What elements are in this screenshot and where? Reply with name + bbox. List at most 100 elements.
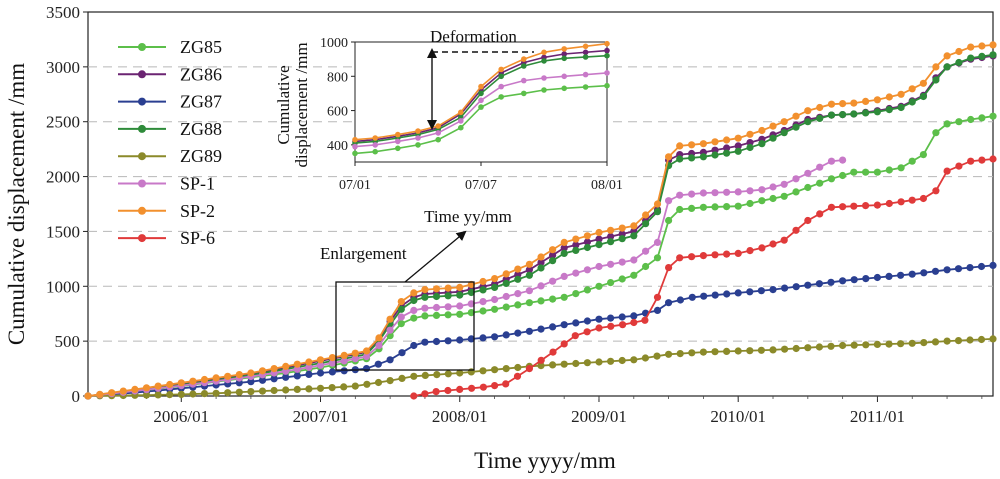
data-point: [665, 153, 673, 161]
legend-swatch-marker: [138, 234, 146, 243]
data-point: [641, 316, 649, 324]
data-point: [827, 342, 835, 350]
data-point: [989, 261, 997, 269]
y-tick-label: 3000: [46, 58, 80, 77]
data-point: [432, 337, 441, 346]
data-point: [537, 258, 545, 267]
data-point: [850, 110, 858, 118]
data-point: [699, 153, 708, 161]
data-point: [769, 286, 777, 294]
x-tick-label: 2010/01: [710, 407, 766, 426]
data-point: [827, 111, 836, 119]
data-point: [619, 321, 627, 329]
data-point: [595, 228, 603, 237]
data-point: [676, 296, 685, 304]
data-point: [351, 355, 359, 363]
data-point: [932, 76, 940, 84]
data-point: [595, 235, 603, 243]
data-point: [850, 276, 858, 284]
data-point: [734, 249, 742, 257]
data-point: [839, 203, 847, 211]
data-point: [96, 390, 104, 398]
inset-data-point: [458, 118, 464, 124]
data-point: [410, 314, 418, 322]
data-point: [328, 368, 336, 376]
data-point: [804, 216, 812, 225]
data-point: [966, 336, 974, 344]
data-point: [177, 379, 185, 387]
y-tick-label: 3500: [46, 3, 80, 22]
data-point: [595, 315, 603, 323]
data-point: [630, 356, 638, 364]
data-point: [549, 323, 557, 331]
inset-data-point: [498, 73, 505, 80]
data-point: [618, 224, 626, 232]
data-point: [885, 340, 893, 348]
data-point: [607, 226, 615, 234]
data-point: [479, 307, 487, 315]
data-point: [293, 372, 301, 380]
data-point: [850, 341, 858, 349]
data-point: [468, 384, 476, 392]
data-point: [247, 388, 255, 396]
data-point: [908, 270, 916, 278]
data-point: [630, 256, 638, 264]
inset-data-point: [521, 63, 527, 69]
data-point: [491, 283, 499, 291]
enlargement-label: Enlargement: [320, 244, 407, 263]
data-point: [444, 284, 452, 292]
data-point: [734, 188, 742, 196]
data-point: [653, 254, 662, 262]
data-point: [630, 312, 638, 320]
data-point: [816, 103, 824, 112]
legend-label: ZG89: [180, 146, 222, 166]
data-point: [583, 328, 591, 336]
data-point: [954, 265, 963, 273]
data-point: [816, 210, 824, 218]
data-point: [734, 134, 742, 142]
data-point: [491, 275, 499, 283]
data-point: [421, 338, 429, 346]
data-point: [989, 41, 997, 49]
data-point: [758, 197, 766, 205]
data-point: [467, 309, 475, 317]
data-point: [630, 271, 638, 279]
data-point: [642, 220, 650, 228]
data-point: [328, 384, 336, 392]
data-point: [560, 244, 568, 252]
legend-item-zg86: ZG86: [118, 64, 222, 84]
data-point: [525, 266, 534, 274]
data-point: [839, 111, 847, 119]
data-point: [734, 147, 742, 155]
data-point: [421, 304, 429, 312]
data-point: [549, 361, 557, 369]
y-tick-label: 1000: [46, 277, 80, 296]
inset-data-point: [604, 82, 610, 89]
data-point: [758, 244, 766, 252]
data-point: [688, 154, 696, 162]
data-point: [513, 372, 522, 380]
data-point: [340, 383, 348, 391]
data-point: [781, 345, 789, 353]
data-point: [374, 360, 382, 368]
data-point: [989, 51, 997, 59]
data-point: [746, 347, 754, 355]
enlargement-arrow: [404, 230, 467, 283]
y-tick-label: 2000: [46, 168, 80, 187]
data-point: [932, 63, 940, 71]
data-point: [456, 336, 464, 344]
data-point: [653, 200, 662, 208]
legend-label: ZG86: [180, 64, 222, 84]
data-point: [769, 240, 777, 248]
data-point: [398, 349, 406, 357]
data-point: [815, 280, 824, 288]
legend-item-zg87: ZG87: [118, 92, 222, 112]
data-point: [421, 286, 429, 294]
data-point: [746, 187, 754, 195]
data-point: [723, 136, 731, 144]
data-point: [363, 380, 371, 388]
data-point: [514, 329, 522, 337]
data-point: [815, 343, 824, 351]
data-point: [711, 251, 719, 259]
